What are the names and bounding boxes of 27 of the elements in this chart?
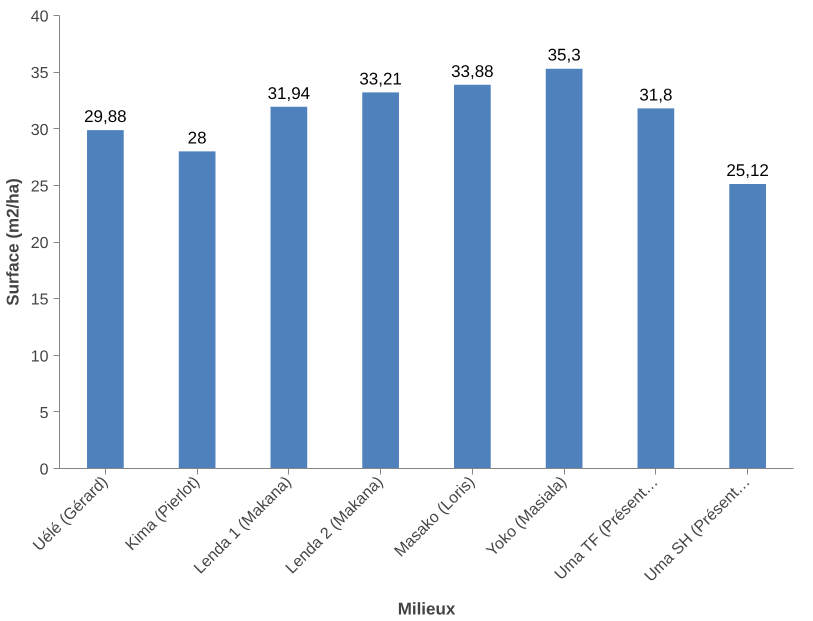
data-label: 33,21 <box>359 69 402 88</box>
bar <box>362 92 399 468</box>
y-tick-label: 30 <box>30 122 49 139</box>
bar <box>638 108 674 468</box>
y-tick-label: 5 <box>40 404 49 422</box>
data-label: 35,3 <box>548 46 581 65</box>
data-label: 29,88 <box>84 107 127 126</box>
data-label: 28 <box>188 128 207 148</box>
bar <box>454 84 491 468</box>
bar <box>270 106 308 468</box>
y-tick-label: 40 <box>30 8 49 26</box>
bar <box>87 130 124 468</box>
data-label: 31,94 <box>268 84 310 103</box>
x-axis-title: Milieux <box>398 599 456 618</box>
y-tick-label: 0 <box>40 462 49 478</box>
y-tick-label: 15 <box>30 292 49 309</box>
bar <box>178 151 216 468</box>
y-tick-label: 35 <box>30 65 49 82</box>
data-label: 25,12 <box>726 161 769 180</box>
bar <box>546 68 582 468</box>
y-axis-title: Surface (m2/ha) <box>4 178 23 306</box>
data-label: 31,8 <box>639 85 672 104</box>
y-tick-label: 25 <box>30 178 49 196</box>
bar <box>729 184 766 468</box>
y-tick-label: 20 <box>30 235 49 252</box>
y-tick-label: 10 <box>30 348 49 366</box>
data-label: 33,88 <box>451 62 494 81</box>
